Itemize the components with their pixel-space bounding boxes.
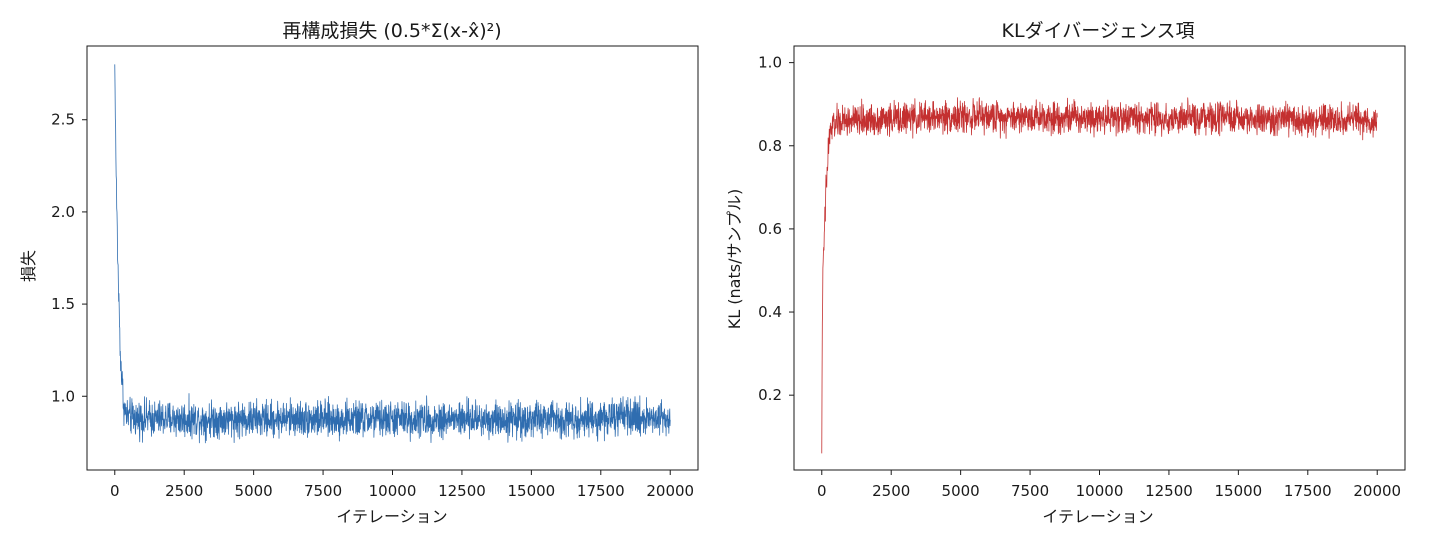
y-tick-label: 1.5 xyxy=(51,295,75,313)
x-tick-label: 2500 xyxy=(872,482,910,500)
y-tick-label: 1.0 xyxy=(51,387,75,405)
y-axis-label: KL (nats/サンプル) xyxy=(725,189,744,329)
x-tick-label: 10000 xyxy=(1076,482,1124,500)
y-tick-label: 2.5 xyxy=(51,111,75,129)
x-tick-label: 0 xyxy=(110,482,120,500)
series-line xyxy=(821,97,1378,454)
y-tick-label: 0.6 xyxy=(758,220,782,238)
x-axis-label: イテレーション xyxy=(1042,507,1153,526)
y-tick-label: 1.0 xyxy=(758,54,782,72)
x-tick-label: 17500 xyxy=(1284,482,1332,500)
y-tick-label: 0.4 xyxy=(758,303,782,321)
x-tick-label: 12500 xyxy=(1145,482,1193,500)
x-tick-label: 2500 xyxy=(165,482,203,500)
x-tick-label: 20000 xyxy=(1353,482,1401,500)
y-tick-label: 0.8 xyxy=(758,137,782,155)
x-tick-label: 5000 xyxy=(235,482,273,500)
x-tick-label: 7500 xyxy=(1011,482,1049,500)
plot-frame xyxy=(86,45,699,471)
chart-title: KLダイバージェンス項 xyxy=(1002,20,1195,42)
series-line xyxy=(114,64,671,444)
x-tick-label: 17500 xyxy=(577,482,625,500)
y-tick-label: 2.0 xyxy=(51,203,75,221)
x-tick-label: 12500 xyxy=(438,482,486,500)
x-tick-label: 0 xyxy=(817,482,827,500)
x-tick-label: 7500 xyxy=(304,482,342,500)
x-tick-label: 10000 xyxy=(369,482,417,500)
reconstruction-loss-panel: 再構成損失 (0.5*Σ(x-x̂)²) イテレーション 損失 0 2500 500… xyxy=(19,20,699,526)
y-axis-label: 損失 xyxy=(19,250,38,282)
x-tick-label: 5000 xyxy=(942,482,980,500)
x-tick-label: 20000 xyxy=(646,482,694,500)
x-tick-label: 15000 xyxy=(508,482,556,500)
y-tick-label: 0.2 xyxy=(758,386,782,404)
kl-divergence-panel: KLダイバージェンス項 イテレーション KL (nats/サンプル) 0 2500… xyxy=(725,20,1406,526)
x-tick-label: 15000 xyxy=(1215,482,1263,500)
x-axis-label: イテレーション xyxy=(336,507,447,526)
chart-title: 再構成損失 (0.5*Σ(x-x̂)²) xyxy=(282,20,501,42)
